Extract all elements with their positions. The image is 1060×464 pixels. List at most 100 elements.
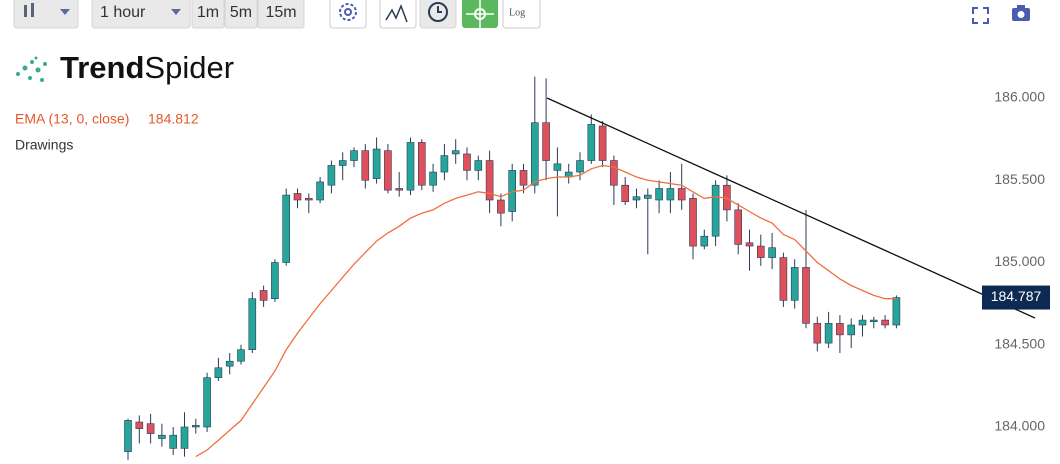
interval-button[interactable]: 1 hour	[91, 0, 191, 29]
candle-body	[214, 367, 223, 378]
fullscreen-button[interactable]	[972, 7, 989, 24]
candle-body	[824, 323, 833, 344]
last-price-box	[982, 285, 1050, 310]
candle-body	[542, 122, 550, 161]
crosshair-button[interactable]	[462, 0, 498, 28]
candle-body	[790, 267, 799, 301]
candle-body	[248, 298, 257, 350]
drawings-label: Drawings	[15, 137, 73, 153]
candle-body	[869, 319, 878, 323]
candle-body	[700, 235, 709, 247]
logo-text: TrendSpider	[60, 50, 234, 85]
candle-body	[553, 163, 562, 171]
candle-body	[361, 150, 370, 181]
candle-body	[384, 150, 392, 191]
ema-line	[195, 164, 897, 458]
candle-body	[463, 153, 471, 171]
candle-body	[440, 155, 449, 173]
candle-body	[203, 377, 211, 428]
candle-body	[756, 245, 765, 258]
candle-body	[169, 434, 177, 449]
indicator-value: 184.812	[148, 111, 199, 127]
candle-body	[180, 426, 189, 449]
candle-body	[271, 262, 279, 299]
candle-body	[689, 198, 697, 247]
plot: 184.000 184.500 185.000 185.500 186.000	[124, 76, 1045, 460]
candle-body	[350, 150, 358, 161]
candle-body	[610, 160, 618, 186]
y-tick-label: 186.000	[994, 89, 1045, 105]
candle-body	[316, 181, 324, 201]
y-tick-label: 184.500	[994, 335, 1045, 351]
clock-button[interactable]	[419, 0, 457, 29]
candle-body	[847, 324, 856, 336]
candle-body	[237, 349, 245, 362]
candle-body	[135, 421, 144, 429]
interval: 1 hour	[100, 4, 146, 21]
candle-body	[587, 124, 596, 161]
candle-body	[146, 423, 155, 434]
logo-light: Spider	[144, 50, 234, 85]
chart-type-button[interactable]	[13, 0, 79, 29]
candle-body	[124, 420, 132, 452]
candle-body	[881, 319, 889, 326]
candle-body	[158, 434, 166, 439]
candle-body	[519, 170, 528, 186]
candle-body	[576, 160, 584, 173]
logo-bold: Trend	[60, 50, 144, 85]
log-button[interactable]: Log	[502, 0, 541, 29]
y-tick-label: 184.000	[994, 418, 1045, 434]
snapshot-button[interactable]	[1012, 5, 1030, 21]
candle-body	[474, 160, 483, 171]
y-tick-label: 185.500	[994, 171, 1045, 187]
candle-body	[655, 188, 663, 201]
y-tick-label: 185.000	[994, 253, 1045, 269]
candle-body	[745, 242, 754, 247]
candle-body	[395, 188, 404, 191]
candle-body	[734, 209, 743, 245]
candle-body	[304, 198, 313, 201]
candle-body	[406, 142, 415, 191]
candle-body	[711, 184, 720, 237]
candle-body	[451, 150, 460, 155]
candle-body	[417, 142, 426, 186]
candle-body	[282, 194, 291, 263]
candle-body	[338, 160, 347, 166]
candle-body	[225, 360, 234, 367]
candle-body	[372, 148, 381, 179]
candle-body	[677, 188, 686, 201]
candle-body	[779, 257, 788, 301]
quick-interval-label: 15m	[265, 4, 296, 21]
quick-interval[interactable]: 5m	[224, 0, 258, 29]
candle-body	[858, 319, 867, 326]
candle-body	[836, 323, 844, 336]
quick-interval-label: 1m	[197, 4, 219, 21]
candle-body	[802, 267, 810, 324]
candle-body	[485, 160, 494, 201]
logo-icon	[16, 56, 47, 82]
candle-body	[892, 297, 901, 326]
candle-body	[621, 184, 630, 202]
quick-interval[interactable]: 15m	[257, 0, 305, 29]
candle-body	[666, 188, 675, 201]
candle-body	[598, 125, 607, 161]
candle-body	[813, 323, 822, 344]
candle-body	[768, 247, 776, 258]
trendline-drawing[interactable]	[546, 97, 1036, 319]
candle-body	[192, 425, 200, 428]
candle-body	[259, 290, 268, 301]
candle-body	[293, 193, 302, 201]
last-price-label: 184.787	[991, 288, 1042, 304]
candle-body	[632, 196, 641, 201]
drawing-tool-button[interactable]	[379, 0, 417, 29]
settings-button[interactable]	[329, 0, 367, 29]
candle-body	[643, 194, 652, 199]
candle-body	[429, 171, 437, 186]
candle-body	[530, 122, 539, 186]
candle-body	[497, 199, 505, 214]
candle-body	[327, 165, 336, 186]
log-label: Log	[509, 7, 525, 18]
quick-interval[interactable]: 1m	[191, 0, 225, 29]
